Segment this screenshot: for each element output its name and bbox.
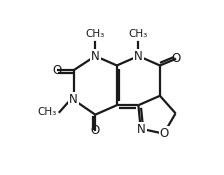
- Text: CH₃: CH₃: [129, 29, 148, 38]
- Text: O: O: [52, 64, 61, 77]
- Text: N: N: [69, 93, 78, 106]
- Text: O: O: [172, 52, 181, 65]
- Text: O: O: [91, 124, 100, 137]
- Text: N: N: [137, 123, 146, 136]
- Text: CH₃: CH₃: [37, 107, 56, 117]
- Text: O: O: [160, 127, 169, 140]
- Text: CH₃: CH₃: [86, 29, 105, 38]
- Text: N: N: [134, 50, 143, 62]
- Text: N: N: [91, 50, 100, 62]
